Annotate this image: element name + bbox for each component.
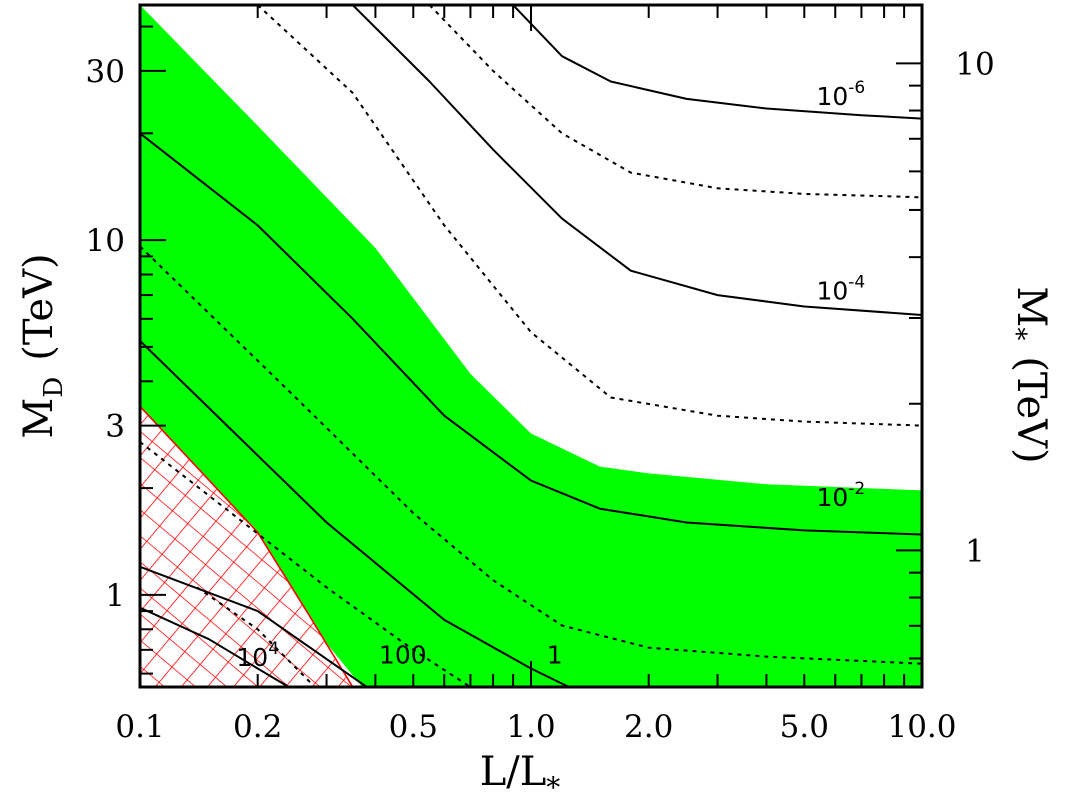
contour-line-2 xyxy=(428,5,922,199)
contour-line-5 xyxy=(140,132,922,536)
allowed-band xyxy=(140,5,922,687)
excluded-region-hatch xyxy=(140,405,354,687)
x-tick-label: 1.0 xyxy=(506,709,555,745)
y-tick-label: 10 xyxy=(86,223,125,259)
contour-label: 10-6 xyxy=(816,78,865,111)
y2-tick-label: 10 xyxy=(955,46,994,82)
x-tick-label: 2.0 xyxy=(624,709,673,745)
contour-label: 1 xyxy=(547,641,563,670)
contour-label: 10-4 xyxy=(816,273,865,306)
contour-label: 100 xyxy=(379,641,427,670)
contour-labels: 10-6 10-4 10-2 1 100 104 xyxy=(236,78,865,672)
y2-tick-label: 1 xyxy=(965,533,985,569)
y-axis-title: MD(TeV) xyxy=(16,253,69,438)
contour-line-1 xyxy=(512,5,922,120)
x-tick-label: 10.0 xyxy=(887,709,956,745)
y-tick-label: 30 xyxy=(86,54,125,90)
contour-line-6 xyxy=(140,245,922,665)
contour-line-8 xyxy=(140,441,471,687)
contour-line-9 xyxy=(140,565,368,687)
y-tick-label: 1 xyxy=(105,578,125,614)
contour-line-11 xyxy=(140,606,290,687)
x-tick-label: 0.1 xyxy=(115,709,164,745)
y-tick-label: 3 xyxy=(105,409,125,445)
x-tick-label: 0.5 xyxy=(389,709,438,745)
y2-axis-title: M*(TeV) xyxy=(1001,286,1054,463)
x-axis-title: L/L* xyxy=(480,749,561,804)
contour-label: 10-2 xyxy=(816,479,865,512)
contour-line-3 xyxy=(351,5,922,316)
contour-line-4 xyxy=(257,5,922,427)
contour-label: 104 xyxy=(236,639,279,672)
contour-line-10 xyxy=(196,586,316,687)
contour-line-7 xyxy=(140,340,570,687)
x-tick-label: 0.2 xyxy=(233,709,282,745)
plot-area xyxy=(140,5,922,687)
x-tick-label: 5.0 xyxy=(780,709,829,745)
tick-labels: 0.1 0.2 0.5 1.0 2.0 5.0 10.0 1 3 10 30 1 10 xyxy=(86,46,995,745)
plot-frame xyxy=(138,3,924,689)
